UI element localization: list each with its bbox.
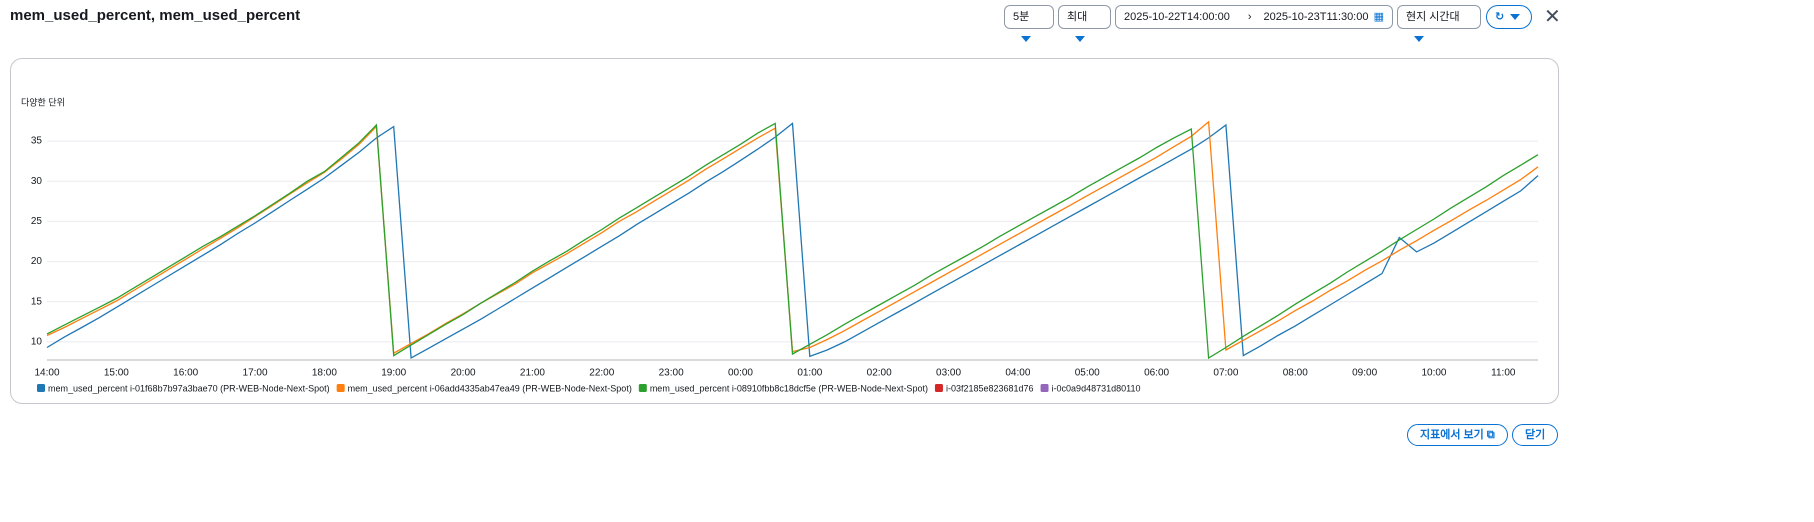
- x-tick-label: 03:00: [936, 368, 961, 379]
- x-tick-label: 01:00: [797, 368, 822, 379]
- x-tick-label: 14:00: [34, 368, 59, 379]
- legend-swatch: [638, 384, 647, 392]
- y-axis-label: 다양한 단위: [21, 97, 65, 107]
- legend-swatch: [37, 384, 45, 392]
- y-tick-label: 30: [31, 176, 43, 187]
- x-tick-label: 18:00: [312, 368, 337, 379]
- x-tick-label: 02:00: [867, 368, 892, 379]
- timezone-select[interactable]: 현지 시간대: [1397, 5, 1481, 43]
- legend-label: i-03f2185e823681d76: [946, 383, 1034, 393]
- x-tick-label: 06:00: [1144, 368, 1169, 379]
- x-tick-label: 21:00: [520, 368, 545, 379]
- x-tick-label: 07:00: [1213, 368, 1238, 379]
- start: 2025-10-22T14:00:00: [1124, 11, 1230, 23]
- legend-label: i-0c0a9d48731d80110: [1052, 383, 1141, 393]
- refresh-button[interactable]: ↻: [1486, 5, 1532, 29]
- x-tick-label: 11:00: [1491, 368, 1516, 379]
- legend-swatch: [1040, 384, 1049, 392]
- x-tick-label: 08:00: [1283, 368, 1308, 379]
- x-tick-label: 23:00: [659, 368, 684, 379]
- x-tick-label: 17:00: [243, 368, 268, 379]
- chart-panel: [10, 58, 1559, 404]
- x-tick-label: 10:00: [1421, 368, 1446, 379]
- period-select[interactable]: 5분: [1004, 5, 1054, 43]
- legend-swatch: [336, 384, 345, 392]
- y-tick-label: 20: [31, 256, 43, 267]
- legend-label: mem_used_percent i-08910fbb8c18dcf5e (PR…: [650, 383, 928, 393]
- x-tick-label: 05:00: [1075, 368, 1100, 379]
- line-series: [46, 122, 1539, 360]
- line-series: [46, 122, 1539, 360]
- y-tick-label: 35: [31, 136, 43, 147]
- close-icon[interactable]: ✕: [1544, 6, 1561, 28]
- stat: 최대: [1067, 11, 1088, 23]
- y-tick-label: 25: [31, 216, 43, 227]
- legend-swatch: [934, 384, 943, 392]
- x-tick-label: 04:00: [1005, 368, 1030, 379]
- legend-label: mem_used_percent i-06add4335ab47ea49 (PR…: [348, 383, 632, 393]
- date-range[interactable]: 2025-10-22T14:00:00 › 2025-10-23T11:30:00 ▦: [1115, 5, 1393, 29]
- stat-select[interactable]: 최대: [1058, 5, 1111, 43]
- y-tick-label: 15: [31, 296, 43, 307]
- y-tick-label: 10: [31, 337, 43, 348]
- x-tick-label: 20:00: [451, 368, 476, 379]
- title: mem_used_percent, mem_used_percent: [10, 7, 301, 24]
- x-tick-label: 16:00: [173, 368, 198, 379]
- timezone: 현지 시간대: [1406, 11, 1460, 23]
- x-tick-label: 09:00: [1352, 368, 1377, 379]
- period: 5분: [1013, 11, 1030, 23]
- x-tick-label: 15:00: [104, 368, 129, 379]
- end: 2025-10-23T11:30:00: [1263, 11, 1369, 23]
- view-in-metrics-button[interactable]: 지표에서 보기 ⧉: [1407, 424, 1508, 446]
- x-tick-label: 19:00: [381, 368, 406, 379]
- x-tick-label: 22:00: [589, 368, 614, 379]
- close-button[interactable]: 닫기: [1512, 424, 1559, 446]
- line-series: [46, 120, 1539, 355]
- label: 지표에서 보기: [1420, 429, 1484, 441]
- x-tick-label: 00:00: [728, 368, 753, 379]
- legend-label: mem_used_percent i-01f68b7b97a3bae70 (PR…: [48, 383, 330, 393]
- label: 닫기: [1525, 429, 1546, 441]
